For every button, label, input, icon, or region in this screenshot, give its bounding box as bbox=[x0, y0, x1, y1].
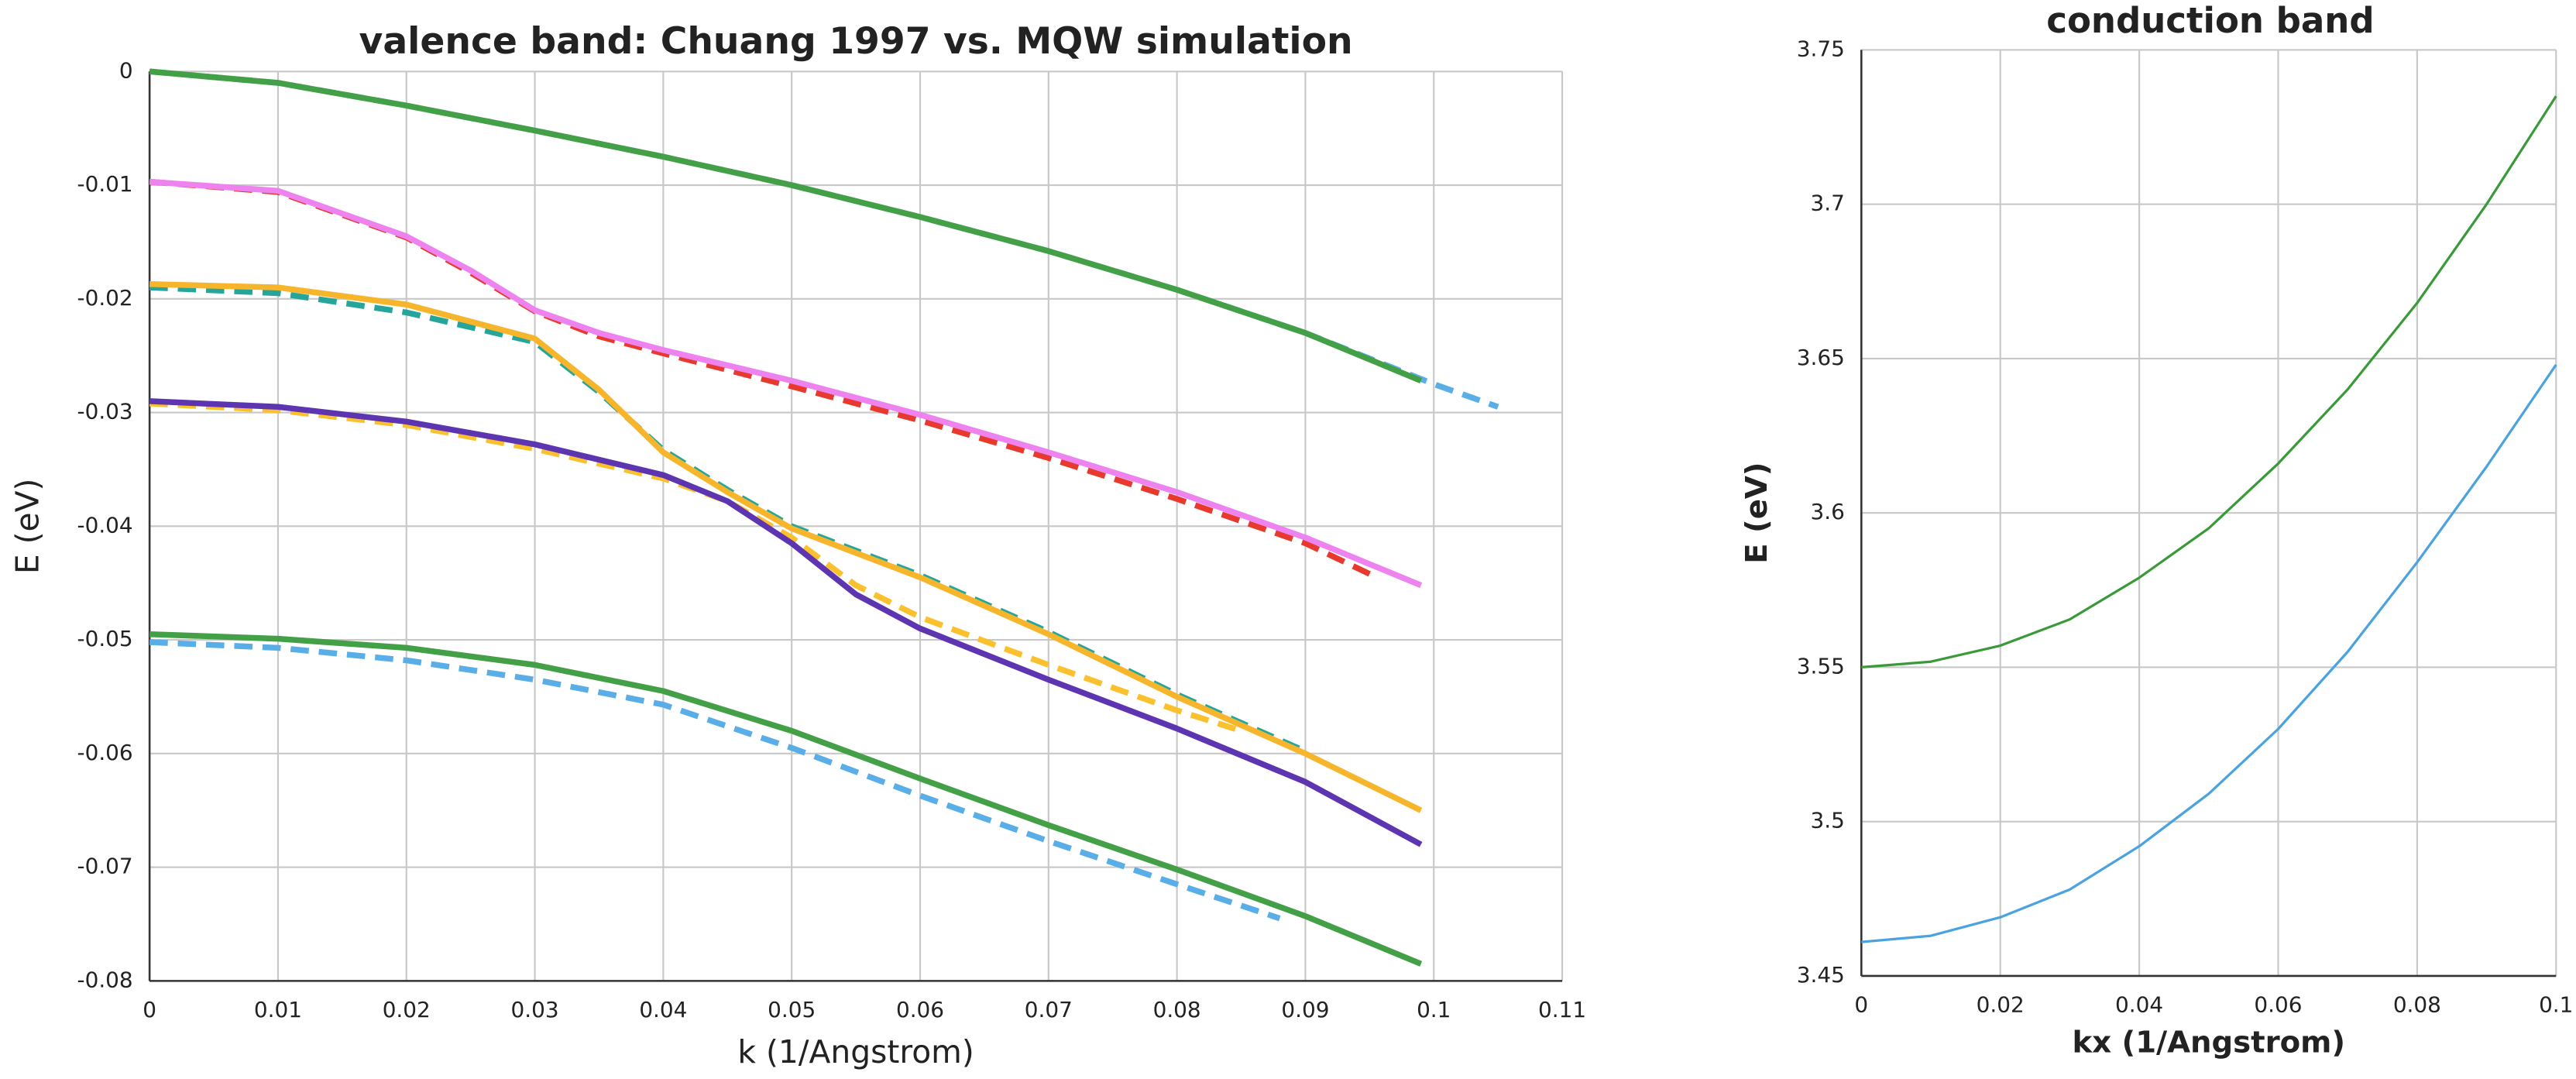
chart-title: valence band: Chuang 1997 vs. MQW simula… bbox=[359, 20, 1353, 63]
y-tick-label: 3.45 bbox=[1797, 962, 1845, 988]
x-tick-label: 0 bbox=[143, 997, 156, 1022]
y-axis-label: E (eV) bbox=[1740, 462, 1774, 564]
y-tick-label: -0.08 bbox=[77, 967, 133, 992]
y-axis-label: E (eV) bbox=[9, 479, 46, 575]
solid-line bbox=[1861, 363, 2557, 943]
x-tick-label: 0.11 bbox=[1538, 997, 1586, 1022]
x-tick-label: 0.06 bbox=[896, 997, 944, 1022]
solid-line bbox=[149, 68, 1423, 383]
y-tick-label: 3.65 bbox=[1797, 345, 1845, 370]
y-tick-label: -0.03 bbox=[77, 399, 133, 424]
x-tick-label: 0.01 bbox=[254, 997, 302, 1022]
y-tick-label: -0.02 bbox=[77, 285, 133, 311]
y-tick-label: -0.05 bbox=[77, 626, 133, 651]
solid-line bbox=[149, 178, 1423, 589]
x-tick-label: 0.04 bbox=[2115, 992, 2163, 1018]
y-tick-label: 3.6 bbox=[1811, 499, 1845, 524]
dashed-line bbox=[149, 400, 1242, 734]
solid-line bbox=[1861, 95, 2557, 669]
x-tick-label: 0 bbox=[1854, 992, 1868, 1018]
x-tick-label: 0.09 bbox=[1281, 997, 1329, 1022]
x-tick-label: 0.07 bbox=[1025, 997, 1073, 1022]
x-tick-label: 0.03 bbox=[511, 997, 559, 1022]
x-tick-label: 0.06 bbox=[2254, 992, 2302, 1018]
y-tick-label: 3.5 bbox=[1811, 808, 1845, 833]
x-axis-label: k (1/Angstrom) bbox=[737, 1033, 974, 1070]
solid-line bbox=[149, 280, 1423, 813]
x-tick-label: 0.1 bbox=[2539, 992, 2573, 1018]
x-tick-label: 0.04 bbox=[639, 997, 687, 1022]
y-tick-label: 3.7 bbox=[1811, 191, 1845, 216]
dashed-line bbox=[149, 639, 1281, 922]
y-tick-label: -0.06 bbox=[77, 740, 133, 765]
dashed-line bbox=[149, 178, 1371, 577]
x-axis-label: kx (1/Angstrom) bbox=[2073, 1025, 2345, 1060]
x-tick-label: 0.1 bbox=[1417, 997, 1451, 1022]
y-tick-label: -0.07 bbox=[77, 854, 133, 879]
x-tick-label: 0.02 bbox=[383, 997, 431, 1022]
x-tick-label: 0.08 bbox=[2393, 992, 2441, 1018]
dashed-line bbox=[149, 68, 1499, 410]
x-tick-label: 0.08 bbox=[1153, 997, 1201, 1022]
chart-title: conduction band bbox=[2046, 0, 2374, 41]
y-tick-label: 3.55 bbox=[1797, 653, 1845, 679]
solid-line bbox=[149, 398, 1423, 847]
solid-line bbox=[149, 631, 1423, 967]
dashed-line bbox=[149, 284, 1307, 754]
y-tick-label: -0.04 bbox=[77, 512, 133, 538]
y-tick-label: -0.01 bbox=[77, 171, 133, 197]
y-tick-label: 3.75 bbox=[1797, 36, 1845, 61]
y-tick-label: 0 bbox=[119, 57, 133, 83]
x-tick-label: 0.02 bbox=[1977, 992, 2025, 1018]
x-tick-label: 0.05 bbox=[768, 997, 816, 1022]
